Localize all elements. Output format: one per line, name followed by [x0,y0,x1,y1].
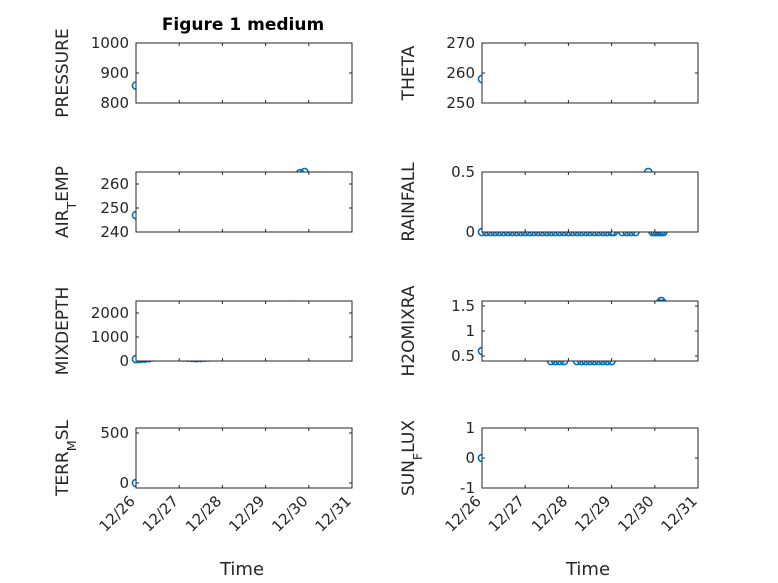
y-tick-label: 1 [465,419,475,437]
y-tick-label: 0 [119,352,129,370]
y-tick-label: 1000 [91,34,129,52]
y-tick-label: 2000 [91,304,129,322]
x-tick-label: 12/27 [139,492,182,535]
x-tick-label: 12/27 [485,492,528,535]
y-axis-label: H2OMIXRA [399,285,419,376]
axes-mixdepth: 0 1000 2000 MIXDEPTH [53,287,353,376]
axes-sun_flux: 12/26 12/27 12/28 12/29 12/30 12/31 -1 0 1 SUNFLU… [399,419,701,580]
y-axis-label: RAINFALL [399,162,419,242]
axes-theta: 250 260 270 THETA [399,34,699,112]
y-tick-label: -1 [460,479,475,497]
y-tick-label: 0 [465,449,475,467]
x-tick-label: 12/26 [96,492,139,535]
y-tick-label: 1000 [91,328,129,346]
axes-frame [481,427,699,489]
axes-frame [481,42,699,104]
y-tick-label: 0 [119,474,129,492]
x-tick-label: 12/28 [182,492,225,535]
axes-terr_msl: 12/26 12/27 12/28 12/29 12/30 12/31 0 500 TERRMS… [53,419,355,580]
axes-frame [481,171,699,233]
figure-title: Figure 1 medium [162,15,324,35]
y-tick-label: 0.5 [451,347,475,365]
y-tick-label: 250 [446,94,475,112]
x-tick-label: 12/26 [442,492,485,535]
y-tick-label: 240 [100,223,129,241]
axes-frame [135,427,353,489]
y-tick-label: 1.5 [451,297,475,315]
x-tick-label: 12/29 [225,492,268,535]
axes-pressure: 800 900 1000 PRESSURE [53,28,353,118]
x-tick-label: 12/28 [528,492,571,535]
axes-rainfall: 0 0.5 RAINFALL [399,162,699,242]
x-tick-label: 12/30 [614,492,657,535]
y-tick-label: 900 [100,64,129,82]
y-axis-label: PRESSURE [53,28,73,117]
y-tick-label: 1 [465,322,475,340]
y-axis-label: THETA [399,45,419,101]
x-tick-label: 12/30 [268,492,311,535]
axes-frame [481,300,699,362]
y-tick-label: 500 [100,424,129,442]
x-axis-label: Time [219,559,264,580]
x-tick-label: 12/31 [658,492,701,535]
y-axis-label: SUNFLUX [399,420,426,496]
y-tick-label: 260 [100,175,129,193]
axes-h2omixra: 0.5 1 1.5 H2OMIXRA [399,285,699,377]
axes-frame [135,42,353,104]
y-tick-label: 0 [465,223,475,241]
x-axis-label: Time [565,559,610,580]
y-tick-label: 260 [446,64,475,82]
y-tick-label: 800 [100,94,129,112]
y-axis-label: TERRMSL [53,419,80,497]
axes-frame [135,171,353,233]
y-tick-label: 0.5 [451,163,475,181]
y-axis-label: MIXDEPTH [53,287,73,376]
y-tick-label: 250 [100,199,129,217]
axes-frame [135,300,353,362]
x-tick-label: 12/31 [312,492,355,535]
x-tick-label: 12/29 [571,492,614,535]
y-axis-label: AIRTEMP [53,166,80,238]
y-tick-label: 270 [446,34,475,52]
axes-air_temp: 240 250 260 AIRTEMP [53,166,353,241]
